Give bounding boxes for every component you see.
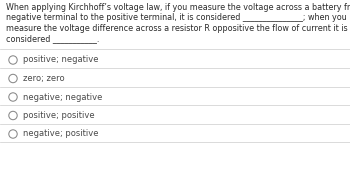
Text: When applying Kirchhoff’s voltage law, if you measure the voltage across a batte: When applying Kirchhoff’s voltage law, i… — [6, 3, 350, 12]
Text: positive; positive: positive; positive — [23, 111, 94, 120]
Text: measure the voltage difference across a resistor R oppositive the flow of curren: measure the voltage difference across a … — [6, 24, 348, 33]
Text: zero; zero: zero; zero — [23, 74, 65, 83]
Text: negative terminal to the positive terminal, it is considered _______________; wh: negative terminal to the positive termin… — [6, 13, 347, 22]
Text: negative; negative: negative; negative — [23, 92, 102, 101]
Text: positive; negative: positive; negative — [23, 55, 98, 64]
Text: negative; positive: negative; positive — [23, 130, 98, 139]
Text: considered ___________.: considered ___________. — [6, 35, 99, 44]
